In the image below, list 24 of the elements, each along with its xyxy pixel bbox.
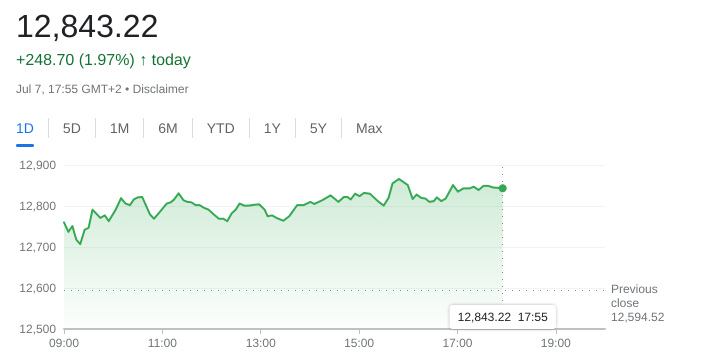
text: YTD <box>192 118 249 138</box>
text: 1M <box>94 118 144 138</box>
text: 1D <box>16 118 48 138</box>
text: Jul 7, 17:55 GMT+2 • Disclaimer <box>16 82 189 96</box>
text: 5D <box>48 118 95 138</box>
y-tick-label: 12,600 <box>19 281 56 295</box>
annotation: 12,843.22 17:55 <box>458 310 548 324</box>
chart-title: 12,843.22 <box>16 8 158 45</box>
text: 6M <box>143 118 192 138</box>
y-tick-label: 12,800 <box>19 199 56 213</box>
y-tick-label: 12,900 <box>19 158 56 172</box>
x-tick-label: 13:00 <box>246 336 276 350</box>
text: Max <box>340 118 396 138</box>
chart-subtitle: +248.70 (1.97%) ↑ today <box>16 52 191 70</box>
ref-line-label: Previous close 12,594.52 <box>611 282 665 324</box>
x-tick-label: 09:00 <box>48 336 80 350</box>
x-tick-label: 11:00 <box>148 336 178 350</box>
x-tick-label: 15:00 <box>344 336 374 350</box>
text: 1Y <box>248 118 295 138</box>
x-tick-label: 17:00 <box>442 336 473 350</box>
y-tick-label: 12,700 <box>19 240 56 254</box>
text: 5Y <box>294 118 341 138</box>
x-tick-label: 19:00 <box>540 336 572 350</box>
y-tick-label: 12,500 <box>19 322 56 336</box>
